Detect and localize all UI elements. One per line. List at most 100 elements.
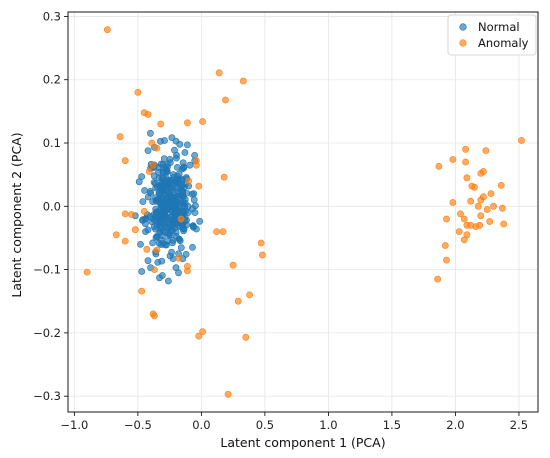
point-normal xyxy=(169,239,176,247)
plot-frame xyxy=(67,11,539,413)
point-normal xyxy=(171,146,178,154)
point-anomaly xyxy=(477,169,485,177)
point-anomaly xyxy=(219,228,227,235)
point-normal xyxy=(181,149,189,156)
point-normal xyxy=(166,159,174,166)
point-anomaly xyxy=(471,183,478,191)
point-normal xyxy=(177,244,185,251)
point-anomaly xyxy=(449,156,457,163)
point-anomaly xyxy=(476,221,483,229)
point-anomaly xyxy=(242,333,250,341)
point-anomaly xyxy=(149,161,157,169)
y-tick-label: 0.3 xyxy=(43,9,61,23)
point-anomaly xyxy=(112,231,120,239)
point-anomaly xyxy=(443,215,450,223)
point-anomaly xyxy=(477,196,485,204)
point-anomaly xyxy=(498,204,506,212)
point-anomaly xyxy=(477,212,485,220)
point-anomaly xyxy=(131,226,139,234)
point-anomaly xyxy=(246,291,253,299)
point-normal xyxy=(137,240,144,248)
y-tick-label: 0.1 xyxy=(43,136,61,150)
point-anomaly xyxy=(177,215,185,223)
point-normal xyxy=(190,196,198,204)
point-normal xyxy=(166,177,173,185)
point-normal xyxy=(161,241,169,249)
point-normal xyxy=(153,233,161,240)
point-normal xyxy=(158,257,166,265)
point-anomaly xyxy=(83,268,91,276)
point-normal xyxy=(169,186,177,194)
point-anomaly xyxy=(500,220,508,228)
point-anomaly xyxy=(199,328,206,335)
point-anomaly xyxy=(257,239,265,247)
point-anomaly xyxy=(224,390,232,398)
point-anomaly xyxy=(434,275,441,283)
legend-label-normal: Normal xyxy=(478,20,520,34)
point-anomaly xyxy=(150,266,158,273)
point-normal xyxy=(141,187,148,194)
point-anomaly xyxy=(222,96,229,104)
x-tick-label: 0.5 xyxy=(256,418,274,432)
point-normal xyxy=(189,243,196,251)
point-normal xyxy=(159,214,166,222)
point-normal xyxy=(190,190,198,197)
point-normal xyxy=(156,274,163,282)
point-normal xyxy=(163,167,171,174)
point-normal xyxy=(172,228,180,236)
point-normal xyxy=(139,198,147,205)
x-axis-label: Latent component 1 (PCA) xyxy=(220,435,385,450)
y-tick-label: 0.0 xyxy=(43,199,61,213)
point-anomaly xyxy=(462,158,469,166)
point-anomaly xyxy=(486,218,494,225)
point-anomaly xyxy=(148,139,156,147)
point-anomaly xyxy=(443,256,450,264)
x-tick-label: 0.0 xyxy=(192,418,210,432)
x-tick-label: 2.0 xyxy=(446,418,464,432)
point-anomaly xyxy=(195,332,203,340)
point-anomaly xyxy=(474,202,482,210)
x-tick-label: −1.0 xyxy=(60,418,88,432)
axis-ticks: −1.0 −0.5 0.0 0.5 1.0 1.5 2.0 2.5 −0.3 −0.2 −0.1 0.… xyxy=(33,9,528,432)
point-normal xyxy=(147,189,154,197)
point-anomaly xyxy=(490,202,497,210)
point-anomaly xyxy=(258,251,266,259)
point-anomaly xyxy=(144,111,152,118)
point-anomaly xyxy=(229,261,237,269)
legend-box xyxy=(447,14,537,56)
y-tick-label: −0.1 xyxy=(33,263,61,277)
point-anomaly xyxy=(116,133,124,141)
point-anomaly xyxy=(239,77,247,85)
point-anomaly xyxy=(183,119,191,127)
point-anomaly xyxy=(183,267,191,275)
point-anomaly xyxy=(153,246,161,254)
point-normal xyxy=(157,160,165,168)
point-normal xyxy=(157,200,164,208)
point-normal xyxy=(149,239,156,247)
point-normal xyxy=(175,269,182,277)
point-normal xyxy=(159,227,167,234)
point-anomaly xyxy=(145,168,153,175)
legend-marker-anomaly xyxy=(459,39,467,47)
point-anomaly xyxy=(463,174,471,182)
point-normal xyxy=(196,217,204,225)
point-anomaly xyxy=(175,254,182,262)
x-tick-label: −0.5 xyxy=(124,418,152,432)
point-anomaly xyxy=(435,162,443,170)
point-anomaly xyxy=(128,211,135,218)
point-anomaly xyxy=(138,287,146,295)
point-anomaly xyxy=(121,237,129,245)
point-anomaly xyxy=(497,181,505,189)
point-normal xyxy=(189,222,197,230)
point-normal xyxy=(179,176,186,184)
point-normal xyxy=(165,230,173,237)
point-normal xyxy=(182,250,190,258)
point-normal xyxy=(146,129,154,137)
point-anomaly xyxy=(121,210,129,218)
point-normal xyxy=(168,248,175,256)
data-points xyxy=(83,26,525,398)
point-anomaly xyxy=(460,236,468,244)
point-normal xyxy=(183,141,191,149)
point-normal xyxy=(186,161,194,169)
